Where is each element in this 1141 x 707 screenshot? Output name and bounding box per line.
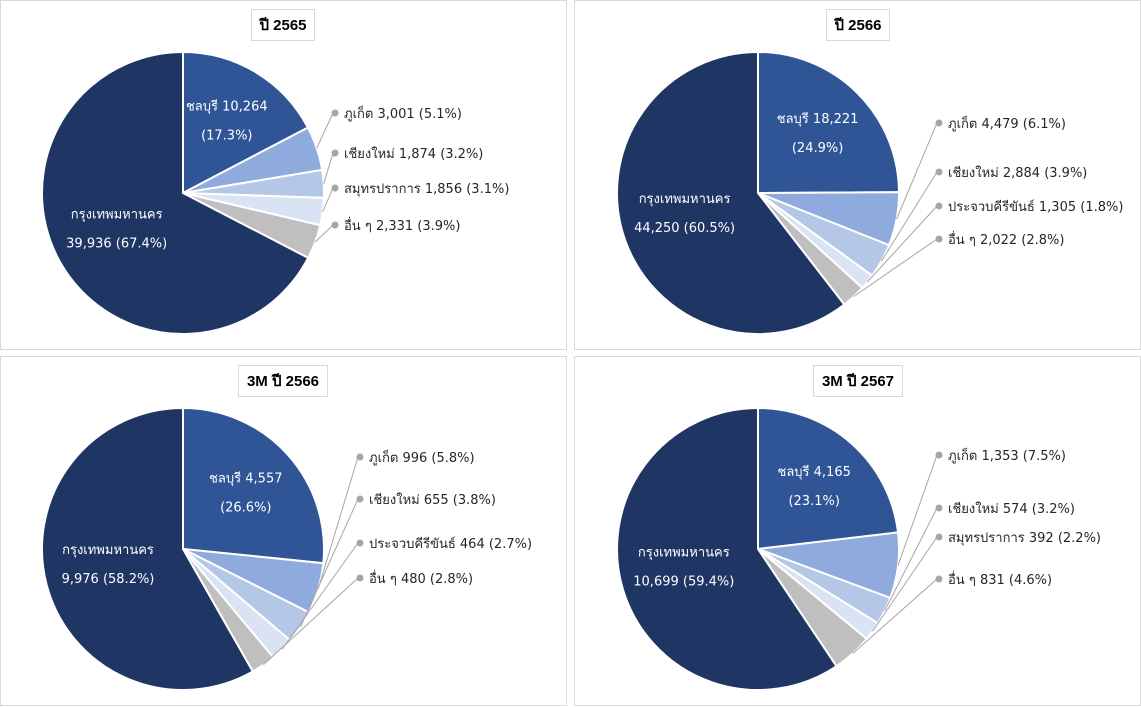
pie-chart-3m-2566: กรุงเทพมหานคร 9,976 (58.2%) ชลบุรี 4,557 (2… — [41, 406, 532, 691]
slice-label-bangkok: กรุงเทพมหานคร — [638, 546, 730, 561]
slice-label-chonburi: ชลบุรี 10,264 — [186, 99, 268, 115]
leader-line — [852, 578, 938, 654]
leader-dot — [331, 149, 339, 157]
slice-label-outside: ประจวบคีรีขันธ์ 464 (2.7%) — [369, 536, 532, 552]
slice-label-outside: ภูเก็ต 996 (5.8%) — [369, 448, 475, 466]
leader-line — [281, 542, 359, 650]
chart-panel-2565: ปี 2565 กรุงเทพมหานคร 39,936 (67.4%) ชลบุร… — [0, 0, 567, 350]
pie-slice — [616, 50, 846, 335]
slice-value-chonburi: (26.6%) — [220, 500, 271, 515]
leader-line — [867, 205, 938, 283]
leader-dot — [935, 202, 943, 210]
slice-label-outside: เชียงใหม่ 574 (3.2%) — [948, 501, 1075, 517]
leader-line — [853, 238, 938, 298]
pie-chart-2565: กรุงเทพมหานคร 39,936 (67.4%) ชลบุรี 10,264… — [41, 50, 509, 335]
leader-line — [322, 187, 334, 212]
slice-label-outside: ภูเก็ต 1,353 (7.5%) — [948, 446, 1066, 464]
chart-panel-3m-2566: 3M ปี 2566 กรุงเทพมหานคร 9,976 (58.2%) ชลบ… — [0, 356, 567, 706]
slice-label-outside: ประจวบคีรีขันธ์ 1,305 (1.8%) — [948, 199, 1123, 215]
slice-label-chonburi: ชลบุรี 4,165 — [778, 464, 851, 480]
leader-dot — [935, 575, 943, 583]
chart-title: ปี 2565 — [251, 9, 315, 41]
leader-line — [316, 112, 334, 149]
chart-panel-3m-2567: 3M ปี 2567 กรุงเทพมหานคร 10,699 (59.4%) ชล… — [574, 356, 1141, 706]
slice-label-outside: เชียงใหม่ 655 (3.8%) — [369, 492, 496, 508]
slice-label-outside: สมุทรปราการ 1,856 (3.1%) — [344, 182, 509, 197]
slice-value-bangkok: 9,976 (58.2%) — [62, 572, 155, 587]
slice-label-outside: อื่น ๆ 831 (4.6%) — [948, 571, 1052, 588]
leader-line — [323, 152, 334, 184]
leader-line — [299, 498, 359, 628]
slice-label-outside: อื่น ๆ 2,022 (2.8%) — [948, 231, 1065, 248]
leader-line — [314, 224, 334, 243]
leader-line — [262, 577, 359, 666]
slice-label-outside: เชียงใหม่ 1,874 (3.2%) — [344, 146, 483, 162]
slice-value-bangkok: 39,936 (67.4%) — [66, 236, 167, 251]
leader-dot — [331, 184, 339, 192]
slice-label-outside: ภูเก็ต 3,001 (5.1%) — [344, 104, 462, 122]
leader-dot — [331, 221, 339, 229]
slice-label-bangkok: กรุงเทพมหานคร — [639, 192, 731, 207]
slice-value-bangkok: 44,250 (60.5%) — [634, 221, 735, 236]
pie-slice — [757, 50, 901, 195]
chart-title: 3M ปี 2566 — [238, 365, 328, 397]
leader-line — [881, 171, 938, 262]
slice-label-chonburi: ชลบุรี 4,557 — [209, 470, 282, 486]
slice-value-chonburi: (24.9%) — [792, 141, 843, 156]
pie-slice — [41, 50, 310, 335]
slice-label-outside: สมุทรปราการ 392 (2.2%) — [948, 531, 1101, 546]
slice-label-outside: เชียงใหม่ 2,884 (3.9%) — [948, 165, 1087, 181]
chart-panel-2566: ปี 2566 กรุงเทพมหานคร 44,250 (60.5%) ชลบุร… — [574, 0, 1141, 350]
slice-label-chonburi: ชลบุรี 18,221 — [777, 111, 859, 127]
slice-label-outside: ภูเก็ต 4,479 (6.1%) — [948, 114, 1066, 132]
pie-slice — [616, 406, 838, 691]
leader-dot — [935, 451, 943, 459]
pie-chart-2566: กรุงเทพมหานคร 44,250 (60.5%) ชลบุรี 18,221… — [616, 50, 1123, 335]
leader-dot — [356, 574, 364, 582]
leader-dot — [935, 168, 943, 176]
leader-dot — [331, 109, 339, 117]
pie-slice — [182, 50, 310, 195]
slice-label-outside: อื่น ๆ 480 (2.8%) — [369, 570, 473, 587]
leader-dot — [935, 235, 943, 243]
slice-value-bangkok: 10,699 (59.4%) — [633, 575, 734, 590]
leader-dot — [356, 495, 364, 503]
leader-dot — [935, 119, 943, 127]
pie-slice — [757, 406, 900, 551]
slice-value-chonburi: (23.1%) — [788, 494, 839, 509]
slice-value-chonburi: (17.3%) — [201, 129, 252, 144]
chart-title: ปี 2566 — [826, 9, 890, 41]
leader-line — [884, 507, 938, 612]
pie-slice — [41, 406, 255, 691]
pie-slice — [182, 406, 325, 565]
slice-label-bangkok: กรุงเทพมหานคร — [71, 207, 163, 222]
leader-line — [897, 454, 938, 566]
chart-title: 3M ปี 2567 — [813, 365, 903, 397]
leader-dot — [356, 539, 364, 547]
leader-line — [896, 122, 938, 220]
leader-dot — [935, 533, 943, 541]
leader-line — [872, 536, 938, 632]
pie-chart-3m-2567: กรุงเทพมหานคร 10,699 (59.4%) ชลบุรี 4,165 (… — [616, 406, 1101, 691]
leader-dot — [935, 504, 943, 512]
leader-line — [317, 456, 359, 589]
slice-label-bangkok: กรุงเทพมหานคร — [62, 543, 154, 558]
leader-dot — [356, 453, 364, 461]
slice-label-outside: อื่น ๆ 2,331 (3.9%) — [344, 217, 461, 234]
